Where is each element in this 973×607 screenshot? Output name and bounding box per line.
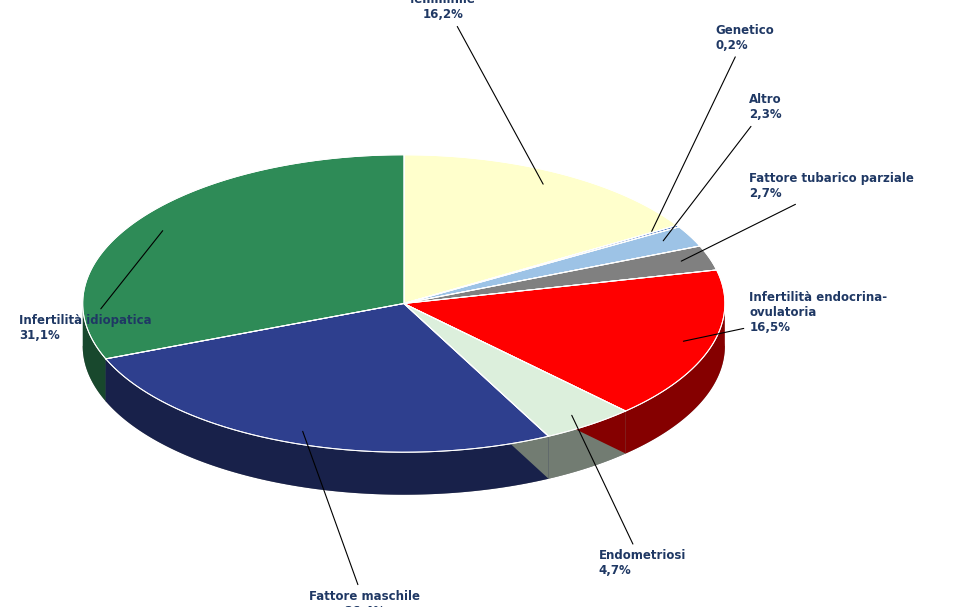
Text: Infertilità idiopatica
31,1%: Infertilità idiopatica 31,1% xyxy=(19,231,162,342)
Polygon shape xyxy=(106,304,404,401)
Polygon shape xyxy=(549,411,626,479)
Polygon shape xyxy=(404,155,677,304)
Polygon shape xyxy=(404,304,626,453)
Polygon shape xyxy=(404,225,679,304)
Text: Fattore sia maschile che
femminile
16,2%: Fattore sia maschile che femminile 16,2% xyxy=(362,0,543,184)
Polygon shape xyxy=(404,227,700,304)
Text: Fattore maschile
26,4%: Fattore maschile 26,4% xyxy=(303,432,420,607)
Polygon shape xyxy=(106,304,549,452)
Polygon shape xyxy=(106,359,549,495)
Text: Altro
2,3%: Altro 2,3% xyxy=(664,93,782,241)
Polygon shape xyxy=(106,304,404,401)
Polygon shape xyxy=(626,300,725,453)
Text: Endometriosi
4,7%: Endometriosi 4,7% xyxy=(572,415,686,577)
Polygon shape xyxy=(404,246,716,304)
Text: Genetico
0,2%: Genetico 0,2% xyxy=(652,24,774,231)
Text: Fattore tubarico parziale
2,7%: Fattore tubarico parziale 2,7% xyxy=(681,172,914,261)
Polygon shape xyxy=(404,304,549,479)
Text: Infertilità endocrina-
ovulatoria
16,5%: Infertilità endocrina- ovulatoria 16,5% xyxy=(683,291,887,341)
Polygon shape xyxy=(83,155,404,359)
Polygon shape xyxy=(404,304,626,453)
Polygon shape xyxy=(404,270,725,411)
Polygon shape xyxy=(83,302,106,401)
Polygon shape xyxy=(404,304,626,436)
Polygon shape xyxy=(404,304,549,479)
Polygon shape xyxy=(83,346,725,495)
